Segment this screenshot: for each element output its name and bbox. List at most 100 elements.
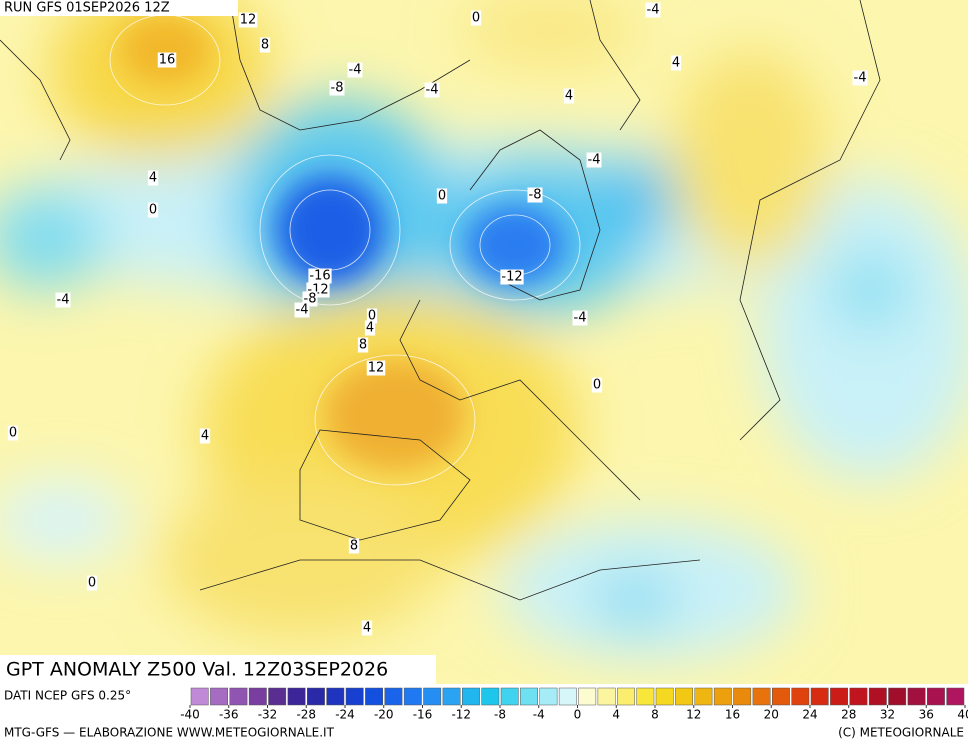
colorbar-tick-label: -4	[533, 708, 545, 722]
color-swatch	[365, 687, 383, 706]
contour-label-bg	[366, 308, 378, 324]
contour-label-bg	[436, 188, 448, 204]
color-swatch	[617, 687, 635, 706]
contour-label-bg	[199, 428, 211, 444]
color-swatch	[403, 687, 422, 706]
contour-label: -4	[349, 63, 362, 78]
colorbar-tick-label: -40	[180, 708, 200, 722]
color-swatch	[190, 687, 209, 706]
contour-label-bg	[563, 88, 575, 104]
title-box	[0, 655, 436, 684]
color-swatch	[500, 687, 519, 706]
contour-label-bg	[294, 302, 310, 318]
contour-label: -4	[296, 303, 309, 318]
contour-label: 12	[368, 361, 385, 376]
contour-label-bg	[470, 10, 482, 26]
color-swatch	[442, 687, 461, 706]
color-swatch	[868, 687, 887, 706]
color-swatch	[481, 687, 500, 706]
contour-label: -4	[57, 293, 70, 308]
color-swatch	[946, 687, 965, 706]
colorbar-tick-label: -24	[335, 708, 355, 722]
color-swatch	[307, 687, 325, 706]
contour-label-bg	[329, 80, 345, 96]
contour-label-bg	[348, 538, 360, 554]
color-swatch	[888, 687, 907, 706]
color-swatch	[268, 687, 287, 706]
contour-label: 16	[159, 53, 176, 68]
contour-label-bg	[347, 62, 363, 78]
contour-label-bg	[361, 620, 373, 636]
contour-label: 4	[366, 321, 374, 336]
contour-label: -8	[529, 188, 542, 203]
contour-label-bg	[7, 425, 19, 441]
source-label: DATI NCEP GFS 0.25°	[4, 689, 131, 703]
colorbar-tick-label: 12	[686, 708, 701, 722]
color-swatch	[713, 687, 732, 706]
contour-label: 0	[438, 189, 446, 204]
contour-label: -4	[426, 83, 439, 98]
color-swatch	[345, 687, 364, 706]
color-swatch	[597, 687, 616, 706]
contour-label: -4	[854, 71, 867, 86]
contour-label-bg	[147, 202, 159, 218]
map-title: GPT ANOMALY Z500 Val. 12Z03SEP2026	[6, 659, 388, 681]
contour-label-bg	[852, 70, 868, 86]
color-swatch	[810, 687, 829, 706]
contour-label-bg	[424, 82, 440, 98]
contour-label-bg	[364, 320, 376, 336]
color-swatch	[772, 687, 790, 706]
footer-right: (C) METEOGIORNALE	[838, 726, 964, 740]
contour-label-bg	[259, 37, 271, 53]
color-swatch	[520, 687, 538, 706]
color-swatch	[830, 687, 848, 706]
color-swatch	[229, 687, 248, 706]
colorbar: -40 -36 -32 -28 -24 -20 -16 -12 -8 -4 0 4 8 12 16 20 24 2…	[180, 687, 968, 722]
contour-label-bg	[366, 360, 386, 376]
color-swatch	[539, 687, 558, 706]
contour-label-bg	[147, 170, 159, 186]
color-swatch	[907, 687, 926, 706]
colorbar-tick-label: 24	[802, 708, 817, 722]
contour-label: 8	[261, 38, 269, 53]
contour-label-bg	[500, 269, 524, 285]
contour-label-bg	[157, 52, 177, 68]
color-swatch	[248, 687, 267, 706]
colorbar-tick-label: 8	[651, 708, 659, 722]
colorbar-tick-label: -16	[413, 708, 433, 722]
color-swatch	[927, 687, 945, 706]
color-swatch	[849, 687, 868, 706]
contour-label: 8	[350, 539, 358, 554]
contour-label: 0	[149, 203, 157, 218]
contour-label: 0	[368, 309, 376, 324]
colorbar-tick-label: 0	[574, 708, 582, 722]
contour-label: 0	[88, 576, 96, 591]
footer-left: MTG-GFS — ELABORAZIONE WWW.METEOGIORNALE…	[4, 726, 335, 740]
contour-label-bg	[55, 292, 71, 308]
contour-label-bg	[586, 152, 602, 168]
color-swatch	[210, 687, 228, 706]
colorbar-tick-label: -20	[374, 708, 394, 722]
colorbar-tick-label: 40	[957, 708, 968, 722]
map-field	[0, 0, 968, 684]
contour-label: 12	[240, 13, 257, 28]
contour-label: 4	[363, 621, 371, 636]
colorbar-tick-label: -12	[451, 708, 471, 722]
contour-label: 8	[359, 338, 367, 353]
contour-label-bg	[591, 377, 603, 393]
contour-label: -4	[574, 311, 587, 326]
color-swatch	[423, 687, 442, 706]
colorbar-tick-label: -32	[258, 708, 278, 722]
contour-label: 0	[593, 378, 601, 393]
contour-label-bg	[308, 268, 332, 284]
color-swatch	[384, 687, 403, 706]
contour-label-bg	[645, 2, 661, 18]
contour-label: 4	[201, 429, 209, 444]
colorbar-tick-label: 36	[919, 708, 934, 722]
colorbar-tick-label: -36	[219, 708, 239, 722]
contour-label: 4	[149, 171, 157, 186]
run-label: RUN GFS 01SEP2026 12Z	[4, 1, 170, 16]
contour-label: 0	[9, 426, 17, 441]
